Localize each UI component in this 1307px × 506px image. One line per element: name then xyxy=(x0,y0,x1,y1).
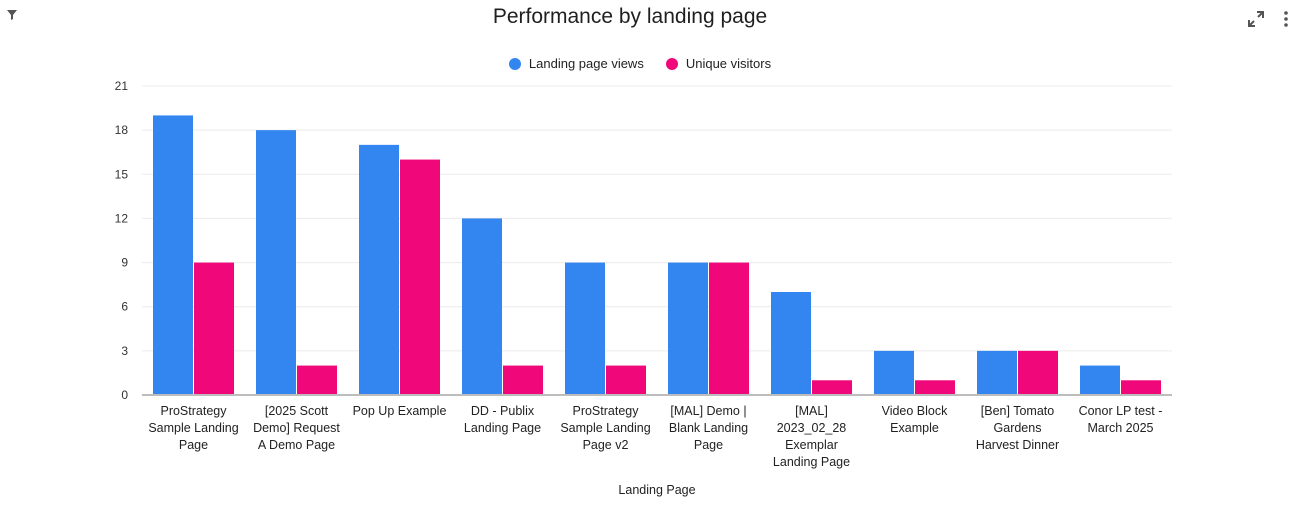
bar-landing-page-views xyxy=(668,262,708,395)
x-tick-label-line: Page v2 xyxy=(583,438,629,452)
x-tick-label: [MAL] Demo | Blank Landing Page xyxy=(669,404,748,452)
x-tick-label-line: [2025 Scott xyxy=(265,404,329,418)
bar-landing-page-views xyxy=(874,350,914,395)
bar-unique-visitors xyxy=(503,365,543,395)
bar-landing-page-views xyxy=(565,262,605,395)
x-tick-label: Pop Up Example xyxy=(353,404,447,418)
x-tick-label-line: Video Block xyxy=(882,404,949,418)
y-tick-label: 12 xyxy=(115,211,129,225)
chart-title: Performance by landing page xyxy=(492,5,768,28)
x-tick-label-line: Blank Landing xyxy=(669,421,748,435)
bar-unique-visitors xyxy=(812,380,852,395)
bar-unique-visitors xyxy=(297,365,337,395)
bar-unique-visitors xyxy=(1018,350,1058,395)
legend-label-views: Landing page views xyxy=(528,56,644,71)
x-tick-label-line: ProStrategy xyxy=(572,404,639,418)
legend-label-visitors: Unique visitors xyxy=(685,56,772,71)
x-tick-label-line: [MAL] Demo | xyxy=(670,404,746,418)
legend-swatch-visitors xyxy=(665,57,678,70)
bar-landing-page-views xyxy=(462,218,502,395)
x-tick-label-line: Demo] Request xyxy=(253,421,340,435)
x-tick-label-line: Landing Page xyxy=(464,421,541,435)
bar-landing-page-views xyxy=(359,144,399,395)
x-tick-label-line: A Demo Page xyxy=(258,438,335,452)
x-tick-label-line: Conor LP test - xyxy=(1079,404,1163,418)
bar-landing-page-views xyxy=(256,130,296,395)
expand-icon[interactable] xyxy=(1247,10,1265,28)
chart-legend: Landing page views Unique visitors xyxy=(0,56,1280,71)
bar-unique-visitors xyxy=(606,365,646,395)
bar-unique-visitors xyxy=(915,380,955,395)
filter-icon[interactable] xyxy=(6,8,18,20)
bar-landing-page-views xyxy=(153,115,193,395)
x-axis-title: Landing Page xyxy=(618,483,695,497)
bar-landing-page-views xyxy=(771,292,811,395)
y-tick-label: 3 xyxy=(121,344,128,358)
y-tick-label: 18 xyxy=(115,123,129,137)
x-tick-label: ProStrategy Sample Landing Page v2 xyxy=(560,404,650,452)
x-tick-label-line: [Ben] Tomato xyxy=(981,404,1054,418)
x-tick-label-line: Sample Landing xyxy=(148,421,238,435)
x-tick-label: [2025 Scott Demo] Request A Demo Page xyxy=(253,404,340,452)
x-tick-label-line: Page xyxy=(694,438,723,452)
x-tick-label-line: Pop Up Example xyxy=(353,404,447,418)
legend-item-views[interactable]: Landing page views xyxy=(508,56,644,71)
x-tick-label: ProStrategy Sample Landing Page xyxy=(148,404,238,452)
bar-unique-visitors xyxy=(194,262,234,395)
x-tick-label-line: Landing Page xyxy=(773,455,850,469)
x-tick-label-line: Example xyxy=(890,421,939,435)
more-vertical-icon[interactable] xyxy=(1280,10,1292,28)
x-tick-label-line: Exemplar xyxy=(785,438,838,452)
bar-unique-visitors xyxy=(1121,380,1161,395)
x-tick-label-line: ProStrategy xyxy=(160,404,227,418)
y-tick-label: 15 xyxy=(115,167,129,181)
x-tick-label: DD - Publix Landing Page xyxy=(464,404,541,435)
x-tick-label-line: Gardens xyxy=(994,421,1042,435)
x-tick-label-line: Sample Landing xyxy=(560,421,650,435)
x-tick-label-line: DD - Publix xyxy=(471,404,535,418)
y-tick-label: 9 xyxy=(121,256,128,270)
x-tick-label: Conor LP test - March 2025 xyxy=(1079,404,1163,435)
legend-swatch-views xyxy=(508,57,521,70)
x-tick-label: Video Block Example xyxy=(882,404,949,435)
x-tick-label-line: March 2025 xyxy=(1087,421,1153,435)
x-tick-label: [MAL] 2023_02_28 Exemplar Landing Page xyxy=(773,404,850,469)
bar-unique-visitors xyxy=(400,159,440,395)
bar-landing-page-views xyxy=(977,350,1017,395)
y-tick-label: 21 xyxy=(115,79,129,93)
bar-landing-page-views xyxy=(1080,365,1120,395)
x-tick-label-line: Harvest Dinner xyxy=(976,438,1059,452)
x-tick-label-line: Page xyxy=(179,438,208,452)
y-tick-label: 0 xyxy=(121,388,128,402)
x-tick-label-line: 2023_02_28 xyxy=(777,421,847,435)
y-tick-label: 6 xyxy=(121,300,128,314)
x-tick-label-line: [MAL] xyxy=(795,404,828,418)
bar-unique-visitors xyxy=(709,262,749,395)
legend-item-visitors[interactable]: Unique visitors xyxy=(665,56,772,71)
x-tick-label: [Ben] Tomato Gardens Harvest Dinner xyxy=(976,404,1059,452)
